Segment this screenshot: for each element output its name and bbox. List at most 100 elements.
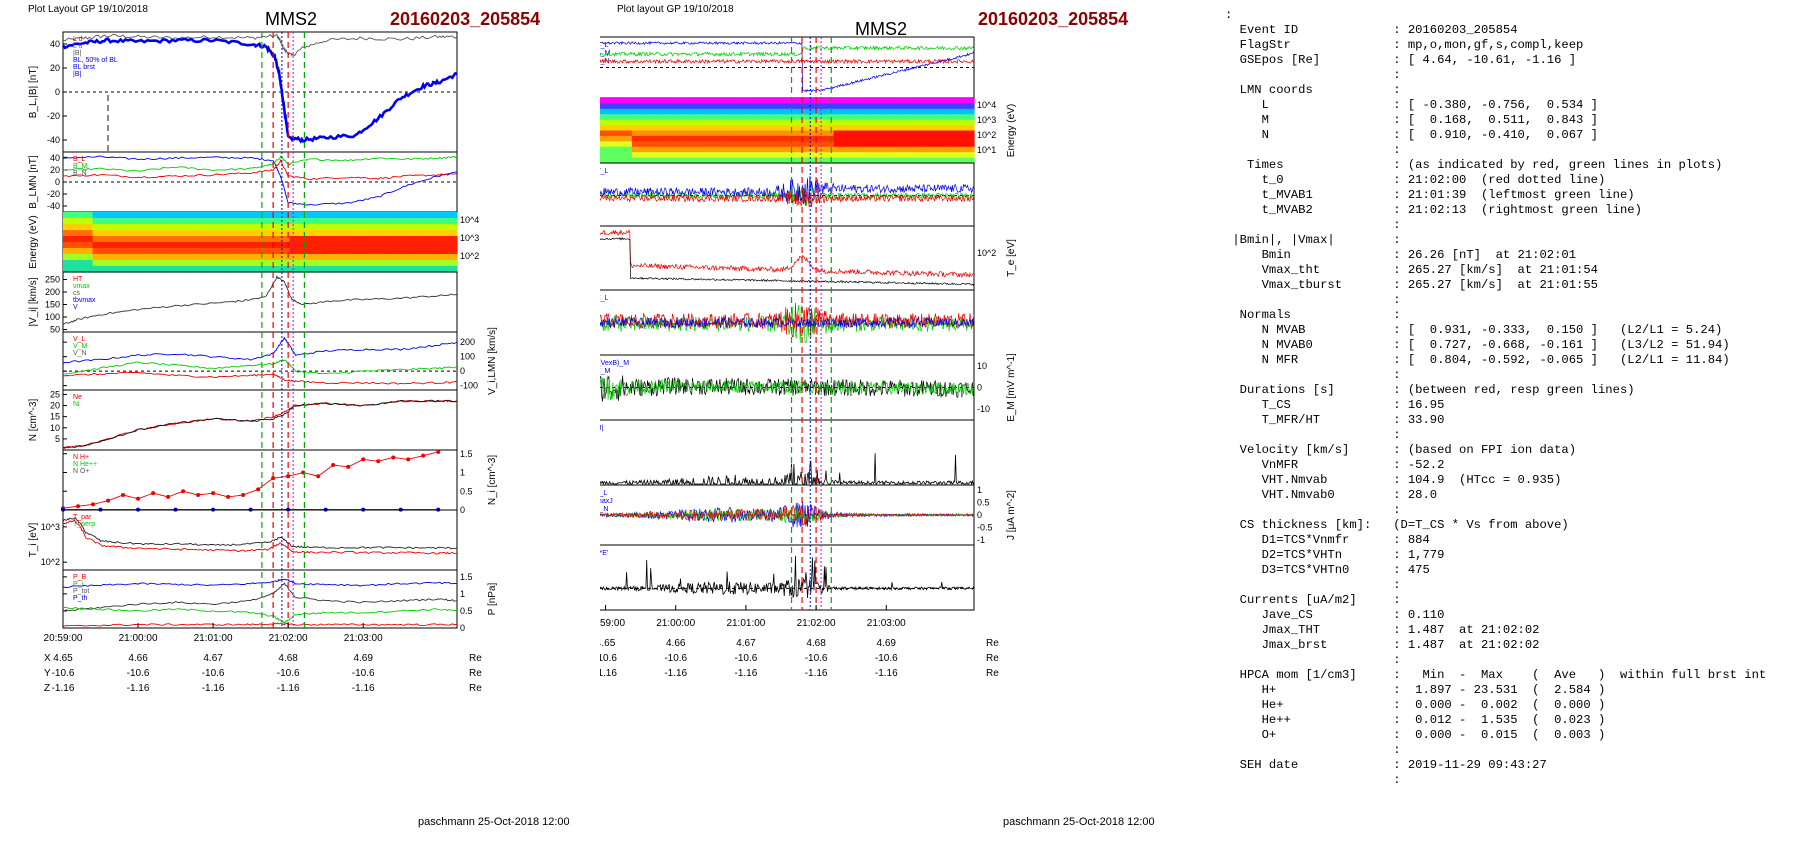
spectrogram-cell [693, 108, 703, 115]
spectrogram-cell [92, 236, 103, 243]
spectrogram-cell [754, 152, 765, 159]
spectrogram-cell [772, 125, 782, 132]
middle-position-value: -1.16 [664, 668, 687, 679]
series-marker [76, 504, 81, 509]
spectrogram-cell [895, 135, 905, 142]
spectrogram-cell [684, 157, 694, 164]
spectrogram-cell [684, 114, 694, 121]
left-panel-B_LMN: B_LMN [nT] 40 20 0 -20 -40 B_LB_MB_N [28, 151, 458, 213]
spectrogram-cell [605, 146, 615, 153]
spectrogram-cell [447, 242, 458, 249]
spectrogram-cell [92, 260, 103, 267]
spectrogram-cell [417, 236, 429, 243]
left-ytick-label: 20 [50, 63, 60, 73]
middle-trace [600, 375, 974, 401]
spectrogram-cell [358, 266, 369, 273]
spectrogram-cell [772, 114, 782, 121]
spectrogram-cell [260, 230, 271, 237]
spectrogram-cell [781, 108, 791, 115]
spectrogram-cell [798, 98, 808, 105]
spectrogram-cell [763, 152, 773, 159]
spectrogram-cell [269, 260, 281, 267]
spectrogram-cell [600, 114, 607, 121]
middle-trace [600, 45, 975, 58]
spectrogram-cell [912, 141, 922, 148]
spectrogram-cell [397, 212, 409, 219]
left-legend-entry: B_M [73, 163, 88, 170]
spectrogram-cell [348, 254, 360, 261]
spectrogram-cell [763, 125, 773, 132]
spectrogram-cell [269, 218, 281, 225]
spectrogram-cell [338, 254, 350, 261]
spectrogram-cell [151, 230, 163, 237]
spectrogram-cell [269, 212, 281, 219]
series-BL brst [61, 37, 458, 144]
spectrogram-cell [605, 152, 615, 159]
spectrogram-cell [122, 260, 133, 267]
spectrogram-cell [397, 248, 409, 255]
spectrogram-cell [614, 135, 624, 142]
left-legend-entry: V_N [73, 350, 87, 357]
spectrogram-cell [816, 108, 826, 115]
spectrogram-cell [210, 224, 222, 231]
spectrogram-cell [921, 98, 931, 105]
spectrogram-cell [437, 212, 448, 219]
spectrogram-cell [640, 146, 651, 153]
spectrogram-cell [141, 236, 153, 243]
spectrogram-cell [82, 242, 94, 249]
spectrogram-cell [956, 98, 966, 105]
spectrogram-cell [719, 119, 729, 126]
spectrogram-cell [658, 130, 668, 137]
spectrogram-cell [181, 260, 192, 267]
spectrogram-cell [833, 135, 844, 142]
spectrogram-cell [947, 125, 958, 132]
spectrogram-cell [675, 125, 686, 132]
spectrogram-cell [289, 236, 300, 243]
spectrogram-cell [631, 141, 642, 148]
spectrogram-cell [191, 212, 202, 219]
spectrogram-cell [388, 248, 399, 255]
spectrogram-cell [600, 157, 607, 164]
spectrogram-cell [903, 141, 914, 148]
spectrogram-cell [710, 152, 721, 159]
series-|B| [62, 33, 458, 57]
spectrogram-cell [600, 108, 607, 115]
spectrogram-cell [851, 157, 861, 164]
spectrogram-cell [833, 152, 844, 159]
spectrogram-cell [649, 119, 659, 126]
spectrogram-cell [122, 242, 133, 249]
middle-position-value: -1.16 [600, 668, 617, 679]
middle-trace [600, 302, 975, 338]
spectrogram-cell [938, 125, 949, 132]
spectrogram-cell [833, 141, 844, 148]
middle-ylabel: J [μA m^-2] [1006, 490, 1017, 540]
spectrogram-cell [407, 230, 419, 237]
spectrogram-cell [684, 98, 694, 105]
spectrogram-cell [623, 103, 633, 110]
spectrogram-cell [600, 146, 607, 153]
left-legend-entry: B_L [73, 156, 86, 163]
spectrogram-cell [417, 260, 429, 267]
middle-position-value: 4.68 [806, 638, 826, 649]
spectrogram-cell [789, 157, 800, 164]
spectrogram-cell [407, 266, 419, 273]
middle-ylabel: T_e [eV] [1006, 239, 1017, 277]
spectrogram-cell [965, 119, 975, 126]
middle-time-tick-label: 20:59:00 [600, 618, 625, 629]
spectrogram-cell [824, 141, 835, 148]
series-P_i [62, 582, 458, 612]
spectrogram-cell [921, 135, 931, 142]
spectrogram-cell [427, 248, 438, 255]
spectrogram-cell [859, 125, 870, 132]
left-ytick-label: 20 [50, 401, 60, 411]
spectrogram-cell [260, 266, 271, 273]
spectrogram-cell [72, 212, 84, 219]
spectrogram-cell [824, 119, 835, 126]
spectrogram-cell [200, 224, 212, 231]
spectrogram-cell [903, 135, 914, 142]
left-ytick-label: 40 [50, 39, 60, 49]
middle-ytick-label: 0 [977, 383, 982, 393]
spectrogram-cell [319, 230, 330, 237]
spectrogram-cell [407, 254, 419, 261]
